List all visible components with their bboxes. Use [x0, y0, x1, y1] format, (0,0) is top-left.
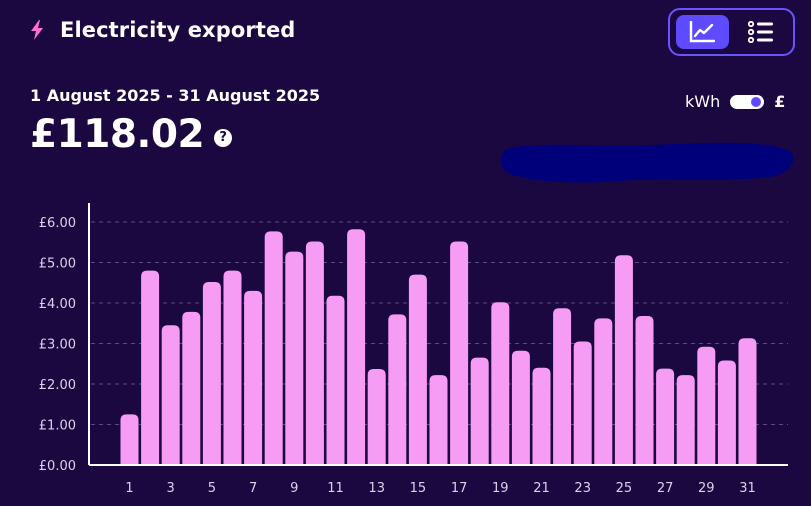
bar-day-8[interactable] [264, 231, 283, 465]
bar-day-23[interactable] [573, 341, 592, 465]
y-tick-label: £4.00 [39, 297, 76, 312]
view-toggle [668, 8, 795, 56]
x-tick-label: 19 [492, 481, 509, 496]
header: Electricity exported [30, 18, 295, 42]
bar-day-17[interactable] [450, 241, 469, 465]
bar-day-1[interactable] [120, 414, 139, 465]
bar-day-5[interactable] [202, 281, 221, 465]
y-tick-label: £0.00 [39, 459, 76, 474]
bar-day-30[interactable] [717, 360, 736, 465]
unit-switch-knob [751, 96, 762, 107]
page-title: Electricity exported [60, 18, 296, 42]
bar-day-9[interactable] [285, 251, 304, 465]
bar-day-29[interactable] [697, 346, 716, 465]
help-icon[interactable]: ? [214, 128, 233, 147]
x-tick-label: 15 [410, 481, 427, 496]
unit-toggle: kWh £ [685, 92, 785, 111]
total-value: £118.02 [30, 112, 205, 157]
bar-day-20[interactable] [511, 350, 530, 465]
bar-day-26[interactable] [635, 315, 654, 465]
unit-switch[interactable] [730, 94, 765, 109]
chart-view-button[interactable] [676, 15, 729, 49]
x-tick-label: 5 [208, 481, 216, 496]
y-tick-label: £2.00 [39, 378, 76, 393]
list-icon [747, 21, 773, 43]
x-tick-label: 7 [249, 481, 257, 496]
bar-day-2[interactable] [141, 270, 160, 465]
x-tick-label: 27 [657, 481, 674, 496]
x-tick-label: 1 [125, 481, 133, 496]
unit-kwh-label: kWh [685, 92, 721, 111]
bar-day-15[interactable] [408, 274, 427, 465]
redacted-area [500, 142, 794, 183]
x-tick-label: 29 [698, 481, 715, 496]
x-tick-label: 17 [451, 481, 468, 496]
bar-day-21[interactable] [532, 367, 551, 465]
x-tick-label: 9 [290, 481, 298, 496]
unit-pound-label: £ [774, 92, 786, 111]
bar-day-27[interactable] [656, 368, 675, 465]
y-tick-label: £5.00 [39, 257, 76, 272]
bar-chart: £0.00£1.00£2.00£3.00£4.00£5.00£6.001 3 5 7 9… [39, 203, 788, 496]
x-tick-label: 31 [739, 481, 756, 496]
bar-day-13[interactable] [367, 369, 386, 465]
x-tick-label: 21 [533, 481, 550, 496]
bar-day-19[interactable] [491, 302, 510, 465]
bar-day-4[interactable] [182, 311, 201, 465]
bar-day-24[interactable] [594, 318, 613, 465]
y-tick-label: £3.00 [39, 338, 76, 353]
bar-day-14[interactable] [388, 314, 407, 465]
bar-day-12[interactable] [347, 229, 366, 465]
bar-day-25[interactable] [614, 255, 633, 465]
y-tick-label: £6.00 [39, 216, 76, 231]
date-range: 1 August 2025 - 31 August 2025 [30, 86, 321, 105]
y-tick-label: £1.00 [39, 419, 76, 434]
bar-day-28[interactable] [676, 375, 695, 465]
bar-day-6[interactable] [223, 270, 242, 465]
x-tick-label: 13 [368, 481, 385, 496]
export-chart: £0.00 £1.00 £2.00 £3.00 £4.00 £5.00 £6.00 1 3 5 7 9… [0, 195, 811, 506]
total-row: £118.02 ? [30, 112, 233, 157]
line-chart-icon [690, 21, 716, 43]
bar-day-7[interactable] [244, 290, 263, 465]
bar-day-3[interactable] [161, 325, 180, 465]
bar-day-31[interactable] [738, 338, 757, 465]
bar-day-22[interactable] [553, 308, 572, 465]
x-tick-label: 25 [616, 481, 633, 496]
x-tick-label: 3 [167, 481, 175, 496]
bar-day-11[interactable] [326, 295, 345, 465]
bar-day-18[interactable] [470, 357, 489, 465]
list-view-button[interactable] [735, 15, 788, 49]
bar-day-16[interactable] [429, 375, 448, 465]
bar-day-10[interactable] [305, 241, 324, 465]
x-tick-label: 23 [574, 481, 591, 496]
x-tick-label: 11 [327, 481, 344, 496]
lightning-bolt-icon [31, 20, 43, 40]
